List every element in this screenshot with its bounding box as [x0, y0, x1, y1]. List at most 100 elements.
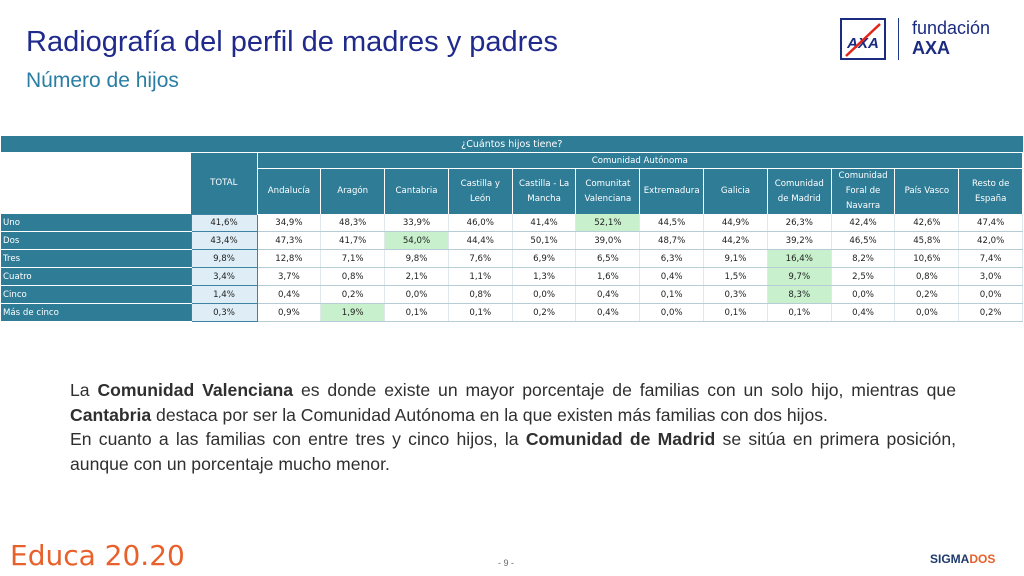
table-cell: 0,8% — [894, 267, 960, 286]
column-header: Resto de España — [958, 168, 1024, 214]
table-cell: 48,3% — [320, 214, 386, 232]
table-cell: 0,4% — [831, 303, 896, 322]
table-cell: 46,0% — [448, 214, 513, 232]
table-cell: 10,6% — [894, 249, 960, 268]
highlighted-cell: 52,1% — [575, 214, 641, 232]
table-cell: 6,5% — [575, 249, 641, 268]
table-cell: 50,1% — [512, 231, 577, 250]
row-label: Tres — [1, 249, 191, 268]
table-cell: 6,9% — [512, 249, 577, 268]
text-segment: La — [70, 380, 98, 400]
educa-logo: Educa 20.20 — [10, 539, 185, 572]
highlighted-cell: 8,3% — [767, 285, 832, 304]
table-cell: 3,7% — [257, 267, 322, 286]
table-cell: 42,0% — [958, 231, 1024, 250]
logo-line1: fundación — [912, 18, 991, 38]
text-segment: En cuanto a las familias con entre tres … — [70, 429, 526, 449]
summary-text: La Comunidad Valenciana es donde existe … — [70, 378, 956, 476]
table-cell: 0,4% — [575, 285, 641, 304]
axa-logo-icon: AXA — [840, 18, 886, 60]
table-cell: 45,8% — [894, 231, 960, 250]
column-header: Cantabria — [384, 168, 449, 214]
children-table: ¿Cuántos hijos tiene? TOTAL Comunidad Au… — [1, 136, 1024, 322]
table-row: Tres 9,8% 12,8% 7,1% 9,8% 7,6% 6,9% 6,5% 6,3% 9,1… — [1, 249, 1024, 268]
column-header: Extremadura — [639, 168, 705, 214]
sigmados-logo-part-2: DOS — [969, 552, 996, 566]
table-cell: 8,2% — [831, 249, 896, 268]
logo-divider — [898, 18, 899, 60]
table-row: Cinco 1,4% 0,4% 0,2% 0,0% 0,8% 0,0% 0,4% 0,1% 0,3… — [1, 285, 1024, 304]
table-cell: 3,0% — [958, 267, 1024, 286]
bold-text: Comunidad de Madrid — [525, 429, 716, 449]
page-subtitle: Número de hijos — [26, 69, 179, 92]
column-header: País Vasco — [894, 168, 960, 214]
column-header: Aragón — [320, 168, 386, 214]
text-segment: es donde existe un mayor porcentaje de f… — [293, 380, 956, 400]
table-cell: 0,1% — [448, 303, 513, 322]
table-cell: 47,4% — [958, 214, 1024, 232]
column-header: Castilla y León — [448, 168, 513, 214]
table-cell: 9,8% — [384, 249, 449, 268]
total-cell: 0,3% — [190, 303, 258, 322]
table-cell: 0,4% — [575, 303, 641, 322]
table-cell: 0,2% — [958, 303, 1024, 322]
table-cell: 48,7% — [639, 231, 705, 250]
row-label: Uno — [1, 214, 191, 232]
table-corner — [1, 152, 191, 214]
total-cell: 9,8% — [190, 249, 258, 268]
svg-text:AXA: AXA — [846, 35, 879, 52]
highlighted-cell: 9,7% — [767, 267, 832, 286]
table-cell: 1,3% — [512, 267, 577, 286]
table-cell: 6,3% — [639, 249, 705, 268]
row-label: Dos — [1, 231, 191, 250]
table-cell: 12,8% — [257, 249, 322, 268]
table-cell: 0,2% — [320, 285, 386, 304]
column-header: Comunitat Valenciana — [575, 168, 641, 214]
column-header: Andalucía — [257, 168, 322, 214]
table-row: Cuatro 3,4% 3,7% 0,8% 2,1% 1,1% 1,3% 1,6% 0,4% 1,… — [1, 267, 1024, 286]
total-header: TOTAL — [191, 152, 258, 214]
table-cell: 0,0% — [639, 303, 705, 322]
table-cell: 2,1% — [384, 267, 449, 286]
summary-paragraph-1: La Comunidad Valenciana es donde existe … — [70, 378, 956, 427]
fundacion-axa-logo: fundación AXA — [912, 18, 990, 58]
table-cell: 44,2% — [703, 231, 768, 250]
group-header: Comunidad Autónoma — [257, 152, 1024, 169]
table-cell: 41,7% — [320, 231, 386, 250]
table-cell: 0,1% — [639, 285, 705, 304]
table-cell: 26,3% — [767, 214, 832, 232]
bold-text: Cantabria — [70, 404, 152, 425]
sigmados-logo: SIGMADOS — [930, 552, 995, 566]
table-cell: 39,0% — [575, 231, 641, 250]
table-cell: 0,0% — [384, 285, 449, 304]
table-cell: 7,1% — [320, 249, 386, 268]
row-label: Más de cinco — [1, 303, 191, 322]
column-header: Comunidad Foral de Navarra — [831, 168, 896, 214]
total-cell: 3,4% — [190, 267, 258, 286]
table-cell: 0,9% — [257, 303, 322, 322]
highlighted-cell: 16,4% — [767, 249, 832, 268]
table-row: Uno 41,6% 34,9% 48,3% 33,9% 46,0% 41,4% 52,1% 44… — [1, 213, 1024, 232]
table-cell: 41,4% — [512, 214, 577, 232]
highlighted-cell: 54,0% — [384, 231, 449, 250]
total-cell: 43,4% — [190, 231, 258, 250]
table-cell: 0,1% — [384, 303, 449, 322]
row-label: Cinco — [1, 285, 191, 304]
table-cell: 7,6% — [448, 249, 513, 268]
sigmados-logo-part-1: SIGMA — [930, 552, 970, 566]
table-cell: 7,4% — [958, 249, 1024, 268]
logo-line2: AXA — [912, 38, 951, 58]
table-cell: 44,4% — [448, 231, 513, 250]
table-cell: 0,8% — [448, 285, 513, 304]
table-cell: 0,1% — [703, 303, 768, 322]
table-cell: 0,1% — [767, 303, 832, 322]
text-segment: destaca por ser la Comunidad Autónoma en… — [151, 404, 828, 425]
table-row: Más de cinco 0,3% 0,9% 1,9% 0,1% 0,1% 0,2% 0,4%… — [1, 303, 1024, 322]
total-cell: 41,6% — [190, 213, 258, 232]
summary-paragraph-2: En cuanto a las familias con entre tres … — [70, 427, 956, 476]
table-cell: 46,5% — [831, 231, 896, 250]
table-cell: 47,3% — [257, 231, 322, 250]
table-cell: 0,0% — [512, 285, 577, 304]
table-cell: 39,2% — [767, 231, 832, 250]
table-cell: 0,4% — [257, 285, 322, 304]
